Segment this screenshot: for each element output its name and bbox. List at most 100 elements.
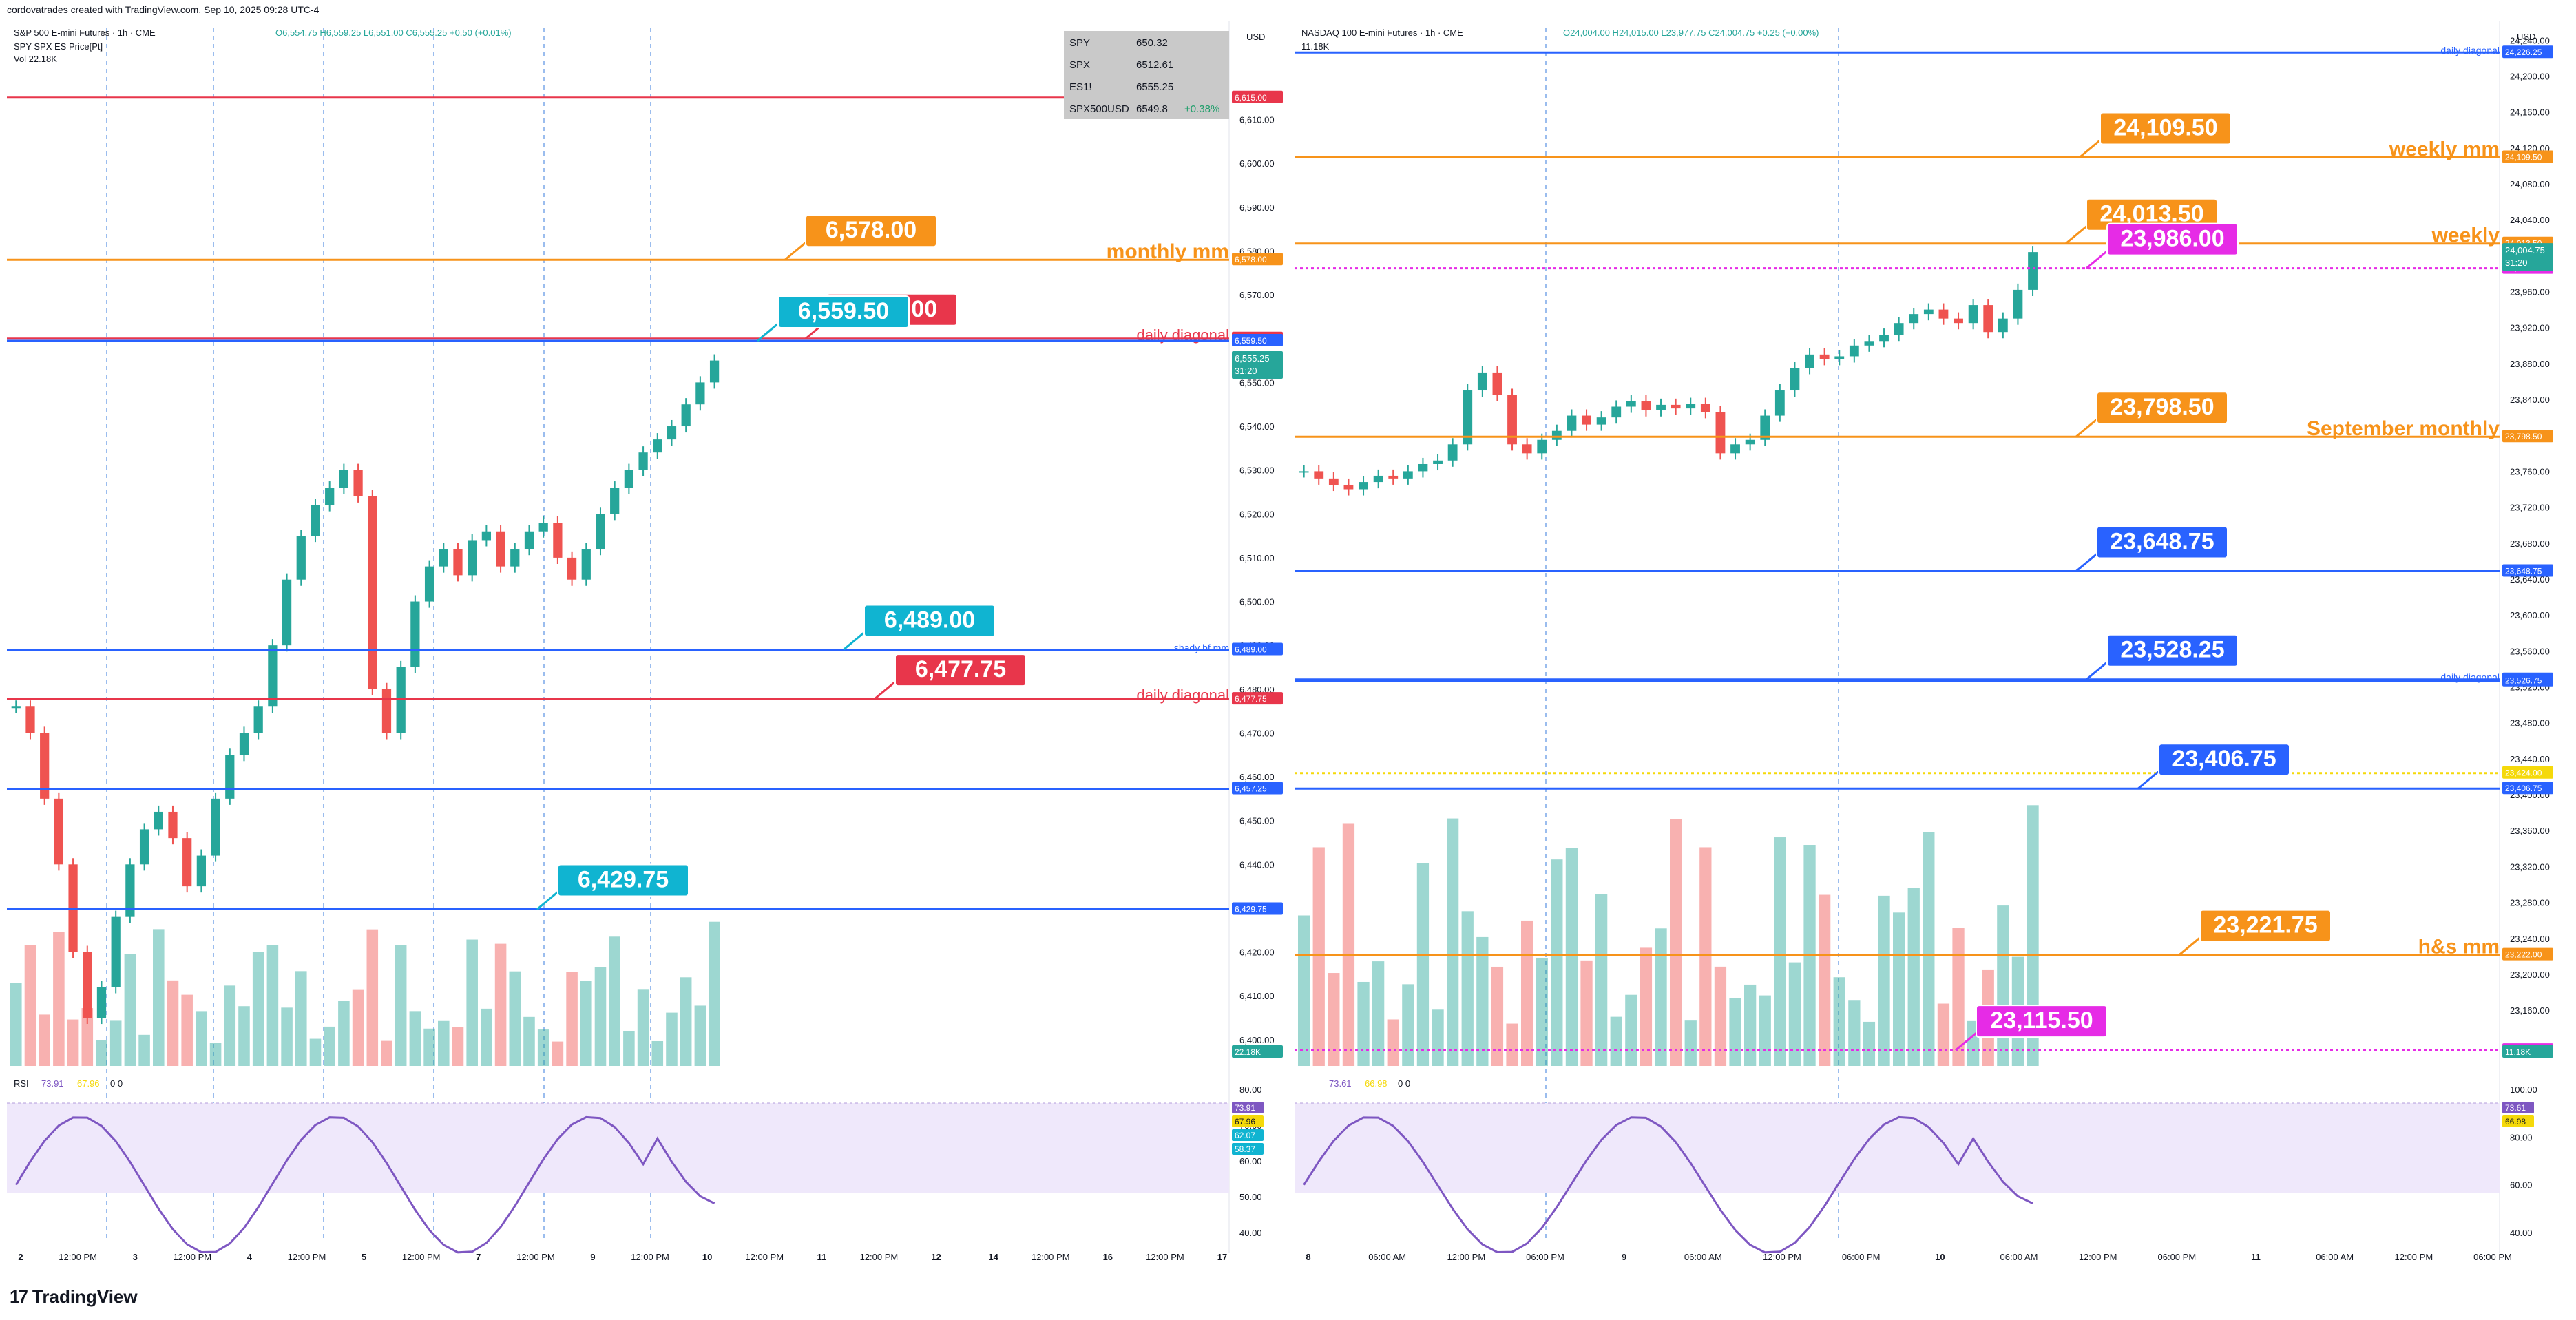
rsi-axis-label: 40.00 (1239, 1228, 1262, 1238)
y-tick-label: 23,880.00 (2510, 359, 2550, 369)
countdown-text: 31:20 (1235, 366, 1257, 376)
candle-body (524, 531, 534, 549)
candle-body (1686, 404, 1696, 409)
watchlist-price: 6549.8 (1136, 103, 1168, 115)
y-tick-label: 23,560.00 (2510, 646, 2550, 656)
y-tick-label: 23,320.00 (2510, 861, 2550, 872)
volume-bar (338, 1001, 350, 1066)
x-tick-label: 9 (1622, 1252, 1626, 1262)
y-tick-label: 23,240.00 (2510, 934, 2550, 944)
rsi-badge (1232, 1115, 1264, 1127)
rsi-axis-label: 80.00 (2510, 1132, 2533, 1142)
candle-body (225, 755, 235, 799)
candle-body (695, 382, 705, 405)
x-tick-label: 10 (1935, 1252, 1945, 1262)
candle-body (83, 952, 92, 1018)
volume-bar (1819, 894, 1831, 1066)
volume-bar (381, 1040, 392, 1066)
volume-bar (1893, 912, 1905, 1066)
callout-box (2096, 391, 2228, 425)
volume-bar (566, 972, 578, 1066)
y-tick-label: 23,480.00 (2510, 718, 2550, 729)
rsi-axis-label: 60.00 (1239, 1156, 1262, 1166)
level-text: shady bf mm (1174, 642, 1229, 653)
rsi-line (1303, 1115, 2033, 1254)
candle-body (1715, 412, 1726, 454)
candle-body (1418, 463, 1428, 472)
callout-text: 23,221.75 (2213, 912, 2317, 939)
volume-bar (481, 1008, 492, 1066)
candle-body (1805, 354, 1814, 368)
volume-bar (124, 954, 136, 1066)
candle-body (538, 523, 548, 532)
candle-body (1403, 471, 1413, 479)
x-tick-label: 12:00 PM (860, 1252, 899, 1262)
y-tick-label: 23,960.00 (2510, 287, 2550, 297)
callout-box (2106, 222, 2239, 256)
candle-body (11, 706, 21, 709)
rsi-badge (1232, 1129, 1264, 1141)
candle-body (1463, 390, 1473, 445)
level-text: h&s mm (2418, 936, 2500, 958)
rsi-badge (1232, 1102, 1264, 1113)
tradingview-logo[interactable]: 17 TradingView (10, 1286, 138, 1308)
volume-bar (1923, 832, 1935, 1066)
candle-body (353, 470, 363, 496)
candle-body (368, 496, 377, 689)
x-tick-label: 12:00 PM (1032, 1252, 1070, 1262)
volume-bar (295, 971, 307, 1066)
x-tick-label: 17 (1217, 1252, 1227, 1262)
candle-body (1373, 475, 1383, 483)
level-axis-text: 23,222.00 (2505, 950, 2542, 960)
x-tick-label: 5 (362, 1252, 366, 1262)
rsi-axis-label: 50.00 (1239, 1192, 1262, 1202)
callout-leader (2086, 661, 2108, 680)
volume-bar (1447, 818, 1459, 1066)
x-tick-label: 16 (1103, 1252, 1113, 1262)
countdown-text: 31:20 (2505, 258, 2528, 268)
watchlist-symbol: SPX (1069, 59, 1090, 71)
candle-body (638, 452, 648, 470)
candle-body (1299, 471, 1309, 473)
rsi-value: 73.61 (1329, 1078, 1352, 1089)
y-tick-label: 6,590.00 (1239, 202, 1275, 213)
rsi-badge-text: 62.07 (1235, 1131, 1255, 1140)
candle-body (709, 360, 720, 383)
candle-body (481, 531, 492, 541)
tradingview-brand-text: TradingView (32, 1286, 138, 1307)
y-tick-label: 6,450.00 (1239, 816, 1275, 826)
y-tick-label: 23,200.00 (2510, 970, 2550, 980)
y-tick-label: 24,200.00 (2510, 71, 2550, 81)
volume-bar (266, 945, 279, 1066)
volume-bar (1788, 962, 1801, 1066)
callout-leader (2079, 139, 2101, 158)
volume-bar (438, 1020, 450, 1066)
candle-body (282, 579, 292, 646)
candle-body (468, 540, 477, 576)
rsi-axis-label: 40.00 (2510, 1228, 2533, 1238)
rsi-ma-value: 66.98 (1365, 1078, 1388, 1089)
volume-bar (96, 1040, 107, 1066)
volume-bar (366, 929, 379, 1066)
level-axis-text: 6,457.25 (1235, 784, 1267, 794)
level-text: weekly mm (2389, 138, 2500, 161)
y-tick-label: 6,510.00 (1239, 553, 1275, 563)
y-tick-label: 23,720.00 (2510, 503, 2550, 513)
callout-box (805, 214, 937, 248)
callout-text: 6,578.00 (826, 217, 917, 243)
candle-body (1700, 404, 1710, 412)
volume-bar (1729, 998, 1741, 1066)
y-tick-label: 23,840.00 (2510, 395, 2550, 405)
volume-bar (637, 989, 649, 1066)
rsi-badge-text: 66.98 (2505, 1117, 2526, 1127)
x-tick-label: 06:00 PM (2158, 1252, 2197, 1262)
x-tick-label: 12:00 PM (2395, 1252, 2433, 1262)
level-axis-text: 6,477.75 (1235, 694, 1267, 704)
rsi-axis-label: 60.00 (2510, 1180, 2533, 1191)
rsi-band (1295, 1103, 2500, 1193)
volume-badge (1232, 1045, 1283, 1058)
candle-body (1551, 430, 1562, 440)
volume-bar (1833, 977, 1845, 1066)
candle-body (1359, 482, 1368, 490)
